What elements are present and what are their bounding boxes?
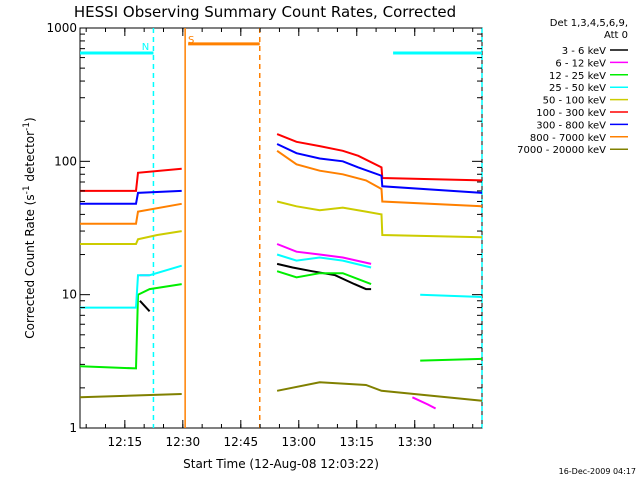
flag-S-label: S	[188, 35, 194, 46]
legend-entry-label: 6 - 12 keV	[555, 58, 606, 69]
x-tick-label: 13:00	[281, 435, 316, 449]
y-axis-label: Corrected Count Rate (s-1 detector-1)	[22, 117, 37, 338]
legend-entry-label: 300 - 800 keV	[536, 120, 606, 131]
plot-frame	[79, 27, 483, 429]
x-axis-label: Start Time (12-Aug-08 12:03:22)	[183, 457, 379, 471]
legend-entry-label: 3 - 6 keV	[562, 46, 606, 57]
x-tick-label: 12:45	[224, 435, 259, 449]
generation-timestamp: 16-Dec-2009 04:17	[559, 467, 636, 476]
y-tick-label: 10	[62, 288, 77, 302]
x-tick-label: 12:30	[166, 435, 201, 449]
y-tick-label: 1	[69, 421, 77, 435]
legend-entry-label: 12 - 25 keV	[549, 71, 606, 82]
chart-title: HESSI Observing Summary Count Rates, Cor…	[74, 3, 456, 21]
flag-N-label: N	[142, 42, 149, 53]
legend-entry-label: 100 - 300 keV	[536, 108, 606, 119]
legend-header-attenuator: Att 0	[604, 30, 628, 41]
x-tick-label: 12:15	[108, 435, 143, 449]
x-tick-label: 13:15	[339, 435, 374, 449]
plot-area: NS	[79, 27, 483, 429]
legend-entry-label: 50 - 100 keV	[543, 96, 607, 107]
legend-header-detectors: Det 1,3,4,5,6,9,	[550, 18, 628, 29]
series-line-0	[139, 262, 372, 312]
legend-entry-label: 800 - 7000 keV	[530, 133, 606, 144]
y-axis-ticks: 1 10 100 1000	[46, 21, 482, 435]
x-tick-label: 13:30	[397, 435, 432, 449]
y-tick-label: 100	[54, 154, 77, 168]
series-line-8	[79, 381, 483, 402]
series-line-1	[139, 243, 437, 410]
x-axis-ticks: 12:15 12:30 12:45 13:00 13:15 13:30	[85, 28, 474, 449]
y-tick-label: 1000	[46, 21, 77, 35]
legend-entry-label: 25 - 50 keV	[549, 83, 606, 94]
legend-entry-label: 7000 - 20000 keV	[517, 145, 606, 156]
series-line-5	[80, 133, 483, 192]
series-line-2	[79, 270, 483, 370]
series-line-3	[80, 253, 483, 309]
series-line-6	[80, 143, 483, 205]
series-line-7	[80, 149, 483, 225]
series-line-4	[80, 200, 483, 245]
